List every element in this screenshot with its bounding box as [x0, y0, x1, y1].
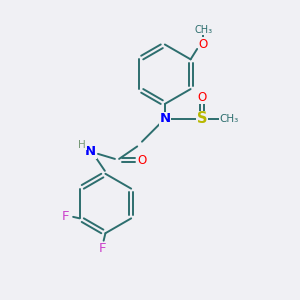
Text: CH₃: CH₃: [194, 25, 212, 34]
Text: H: H: [78, 140, 86, 150]
Text: O: O: [199, 38, 208, 51]
Text: S: S: [197, 111, 207, 126]
Text: O: O: [137, 154, 146, 167]
Text: N: N: [159, 112, 170, 125]
Text: F: F: [99, 242, 106, 256]
Text: F: F: [62, 210, 70, 224]
Text: CH₃: CH₃: [219, 114, 239, 124]
Text: O: O: [197, 91, 207, 104]
Text: N: N: [85, 145, 96, 158]
